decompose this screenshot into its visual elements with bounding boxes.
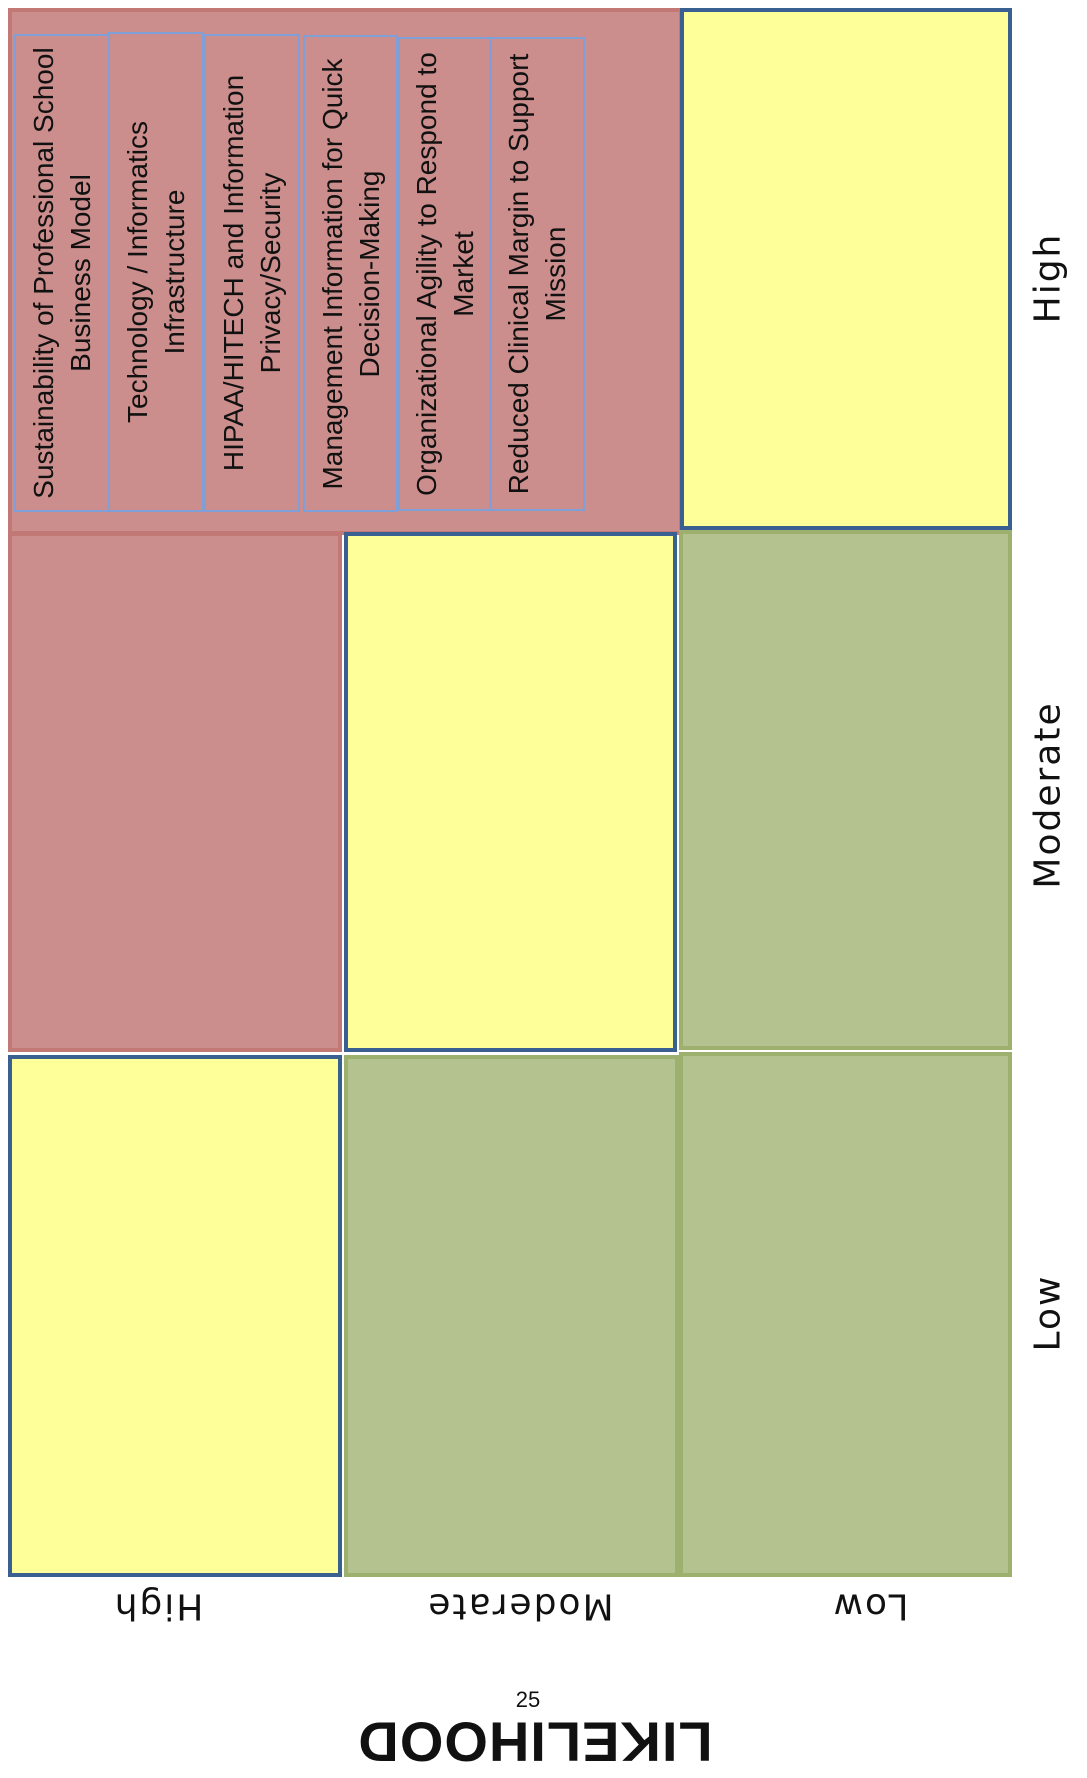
likelihood-axis-title: LIKELIHOOD bbox=[357, 1710, 713, 1774]
likelihood-label-low: Low bbox=[831, 1585, 909, 1627]
risk-item-label: HIPAA/HITECH and Information Privacy/Sec… bbox=[218, 74, 286, 472]
cell-likelihood-high-impact-low bbox=[8, 1055, 342, 1577]
risk-item-label: Management Information for Quick Decisio… bbox=[316, 57, 385, 490]
risk-item: HIPAA/HITECH and Information Privacy/Sec… bbox=[204, 34, 300, 512]
cell-likelihood-high-impact-high bbox=[8, 8, 683, 535]
likelihood-label-high: High bbox=[112, 1585, 204, 1627]
cell-likelihood-low-impact-high bbox=[680, 8, 1012, 530]
impact-label-high: High bbox=[1027, 232, 1069, 324]
risk-item: Sustainability of Professional School Bu… bbox=[14, 34, 110, 512]
risk-item: Reduced Clinical Margin to Support Missi… bbox=[489, 37, 585, 511]
risk-item: Organizational Agility to Respond to Mar… bbox=[398, 37, 492, 511]
cell-likelihood-moderate-impact-moderate bbox=[344, 532, 677, 1052]
cell-likelihood-low-impact-low bbox=[679, 1052, 1012, 1577]
risk-item: Management Information for Quick Decisio… bbox=[303, 35, 398, 512]
impact-label-moderate: Moderate bbox=[1027, 701, 1069, 889]
likelihood-label-moderate: Moderate bbox=[426, 1585, 614, 1627]
risk-item-label: Organizational Agility to Respond to Mar… bbox=[411, 52, 479, 496]
cell-likelihood-high-impact-moderate bbox=[8, 532, 342, 1052]
risk-item-label: Reduced Clinical Margin to Support Missi… bbox=[503, 53, 571, 495]
impact-label-low: Low bbox=[1027, 1274, 1069, 1352]
risk-item-label: Technology / Informatics Infrastructure bbox=[122, 121, 190, 423]
risk-item-label: Sustainability of Professional School Bu… bbox=[28, 47, 96, 499]
risk-item: Technology / Informatics Infrastructure bbox=[108, 32, 204, 512]
cell-likelihood-moderate-impact-low bbox=[344, 1055, 679, 1577]
cell-likelihood-low-impact-moderate bbox=[679, 530, 1012, 1050]
page-number: 25 bbox=[515, 1687, 541, 1712]
